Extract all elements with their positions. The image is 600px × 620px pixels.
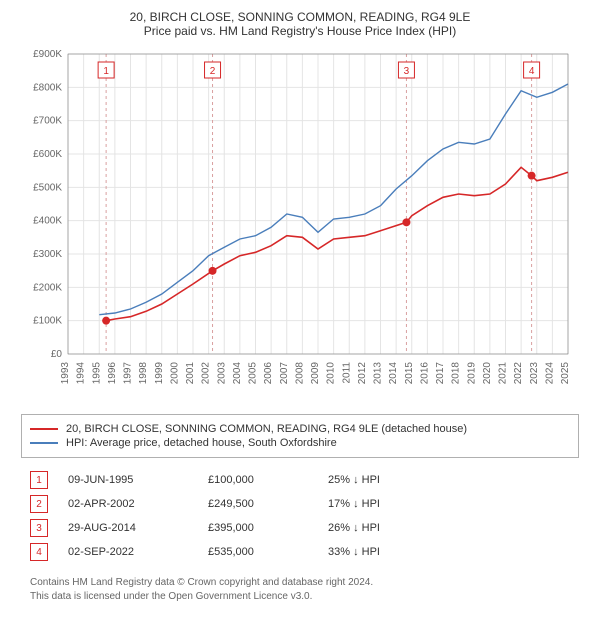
price-chart: 1993 1994 1995 1996 1997 1998 1999 2000 2001 2002… — [20, 44, 580, 404]
legend-row-hpi: HPI: Average price, detached house, Sout… — [30, 437, 570, 449]
svg-text:2012: 2012 — [357, 362, 368, 385]
sale-marker-icon: 3 — [30, 519, 48, 537]
svg-text:2022: 2022 — [513, 362, 524, 385]
sale-diff: 33% ↓ HPI — [328, 546, 448, 558]
svg-text:2004: 2004 — [232, 362, 243, 385]
svg-text:£0: £0 — [51, 349, 63, 360]
sale-diff: 25% ↓ HPI — [328, 474, 448, 486]
sales-row: 1 09-JUN-1995 £100,000 25% ↓ HPI — [30, 468, 570, 492]
sale-price: £535,000 — [208, 546, 328, 558]
sale-diff: 26% ↓ HPI — [328, 522, 448, 534]
svg-text:£700K: £700K — [33, 116, 62, 127]
svg-text:1996: 1996 — [107, 362, 118, 385]
legend-label-hpi: HPI: Average price, detached house, Sout… — [66, 437, 337, 449]
sale-date: 09-JUN-1995 — [68, 474, 208, 486]
sale-marker-icon: 1 — [30, 471, 48, 489]
attribution-line2: This data is licensed under the Open Gov… — [30, 590, 570, 604]
sale-price: £100,000 — [208, 474, 328, 486]
svg-text:4: 4 — [529, 66, 535, 77]
chart-title-line2: Price paid vs. HM Land Registry's House … — [10, 24, 590, 38]
svg-text:1: 1 — [103, 66, 109, 77]
sales-row: 3 29-AUG-2014 £395,000 26% ↓ HPI — [30, 516, 570, 540]
legend-swatch-property — [30, 428, 58, 430]
sale-price: £249,500 — [208, 498, 328, 510]
sale-diff: 17% ↓ HPI — [328, 498, 448, 510]
svg-text:1998: 1998 — [138, 362, 149, 385]
svg-text:£500K: £500K — [33, 182, 62, 193]
svg-text:1997: 1997 — [123, 362, 134, 385]
sales-table: 1 09-JUN-1995 £100,000 25% ↓ HPI 2 02-AP… — [30, 468, 570, 564]
svg-text:2015: 2015 — [404, 362, 415, 385]
svg-text:2009: 2009 — [310, 362, 321, 385]
legend-swatch-hpi — [30, 442, 58, 444]
svg-text:£800K: £800K — [33, 82, 62, 93]
svg-text:2008: 2008 — [294, 362, 305, 385]
svg-text:1994: 1994 — [76, 362, 87, 385]
svg-text:2003: 2003 — [216, 362, 227, 385]
svg-text:2023: 2023 — [529, 362, 540, 385]
svg-text:1999: 1999 — [154, 362, 165, 385]
svg-text:2014: 2014 — [388, 362, 399, 385]
svg-text:2016: 2016 — [419, 362, 430, 385]
chart-title-block: 20, BIRCH CLOSE, SONNING COMMON, READING… — [10, 10, 590, 38]
svg-text:2010: 2010 — [326, 362, 337, 385]
svg-text:£300K: £300K — [33, 249, 62, 260]
svg-text:2006: 2006 — [263, 362, 274, 385]
svg-text:2020: 2020 — [482, 362, 493, 385]
svg-text:2002: 2002 — [201, 362, 212, 385]
svg-text:£400K: £400K — [33, 216, 62, 227]
attribution-line1: Contains HM Land Registry data © Crown c… — [30, 576, 570, 590]
svg-text:2017: 2017 — [435, 362, 446, 385]
svg-text:2011: 2011 — [341, 362, 352, 384]
svg-text:2013: 2013 — [373, 362, 384, 385]
svg-text:2005: 2005 — [248, 362, 259, 385]
sale-marker-icon: 2 — [30, 495, 48, 513]
attribution-block: Contains HM Land Registry data © Crown c… — [30, 576, 570, 604]
svg-text:1993: 1993 — [60, 362, 71, 385]
svg-text:2021: 2021 — [498, 362, 509, 385]
sale-date: 29-AUG-2014 — [68, 522, 208, 534]
legend-row-property: 20, BIRCH CLOSE, SONNING COMMON, READING… — [30, 423, 570, 435]
svg-text:2018: 2018 — [451, 362, 462, 385]
sale-date: 02-APR-2002 — [68, 498, 208, 510]
svg-text:2000: 2000 — [169, 362, 180, 385]
legend-label-property: 20, BIRCH CLOSE, SONNING COMMON, READING… — [66, 423, 467, 435]
chart-svg: 1993 1994 1995 1996 1997 1998 1999 2000 2001 2002… — [20, 44, 580, 404]
svg-text:2019: 2019 — [466, 362, 477, 385]
svg-text:3: 3 — [404, 66, 410, 77]
svg-text:2007: 2007 — [279, 362, 290, 385]
chart-title-line1: 20, BIRCH CLOSE, SONNING COMMON, READING… — [10, 10, 590, 24]
svg-text:2025: 2025 — [560, 362, 571, 385]
svg-text:1995: 1995 — [91, 362, 102, 385]
svg-text:£600K: £600K — [33, 149, 62, 160]
sale-marker-icon: 4 — [30, 543, 48, 561]
svg-text:2: 2 — [210, 66, 216, 77]
sales-row: 4 02-SEP-2022 £535,000 33% ↓ HPI — [30, 540, 570, 564]
svg-text:2024: 2024 — [544, 362, 555, 385]
sale-price: £395,000 — [208, 522, 328, 534]
sales-row: 2 02-APR-2002 £249,500 17% ↓ HPI — [30, 492, 570, 516]
svg-text:£200K: £200K — [33, 282, 62, 293]
chart-legend: 20, BIRCH CLOSE, SONNING COMMON, READING… — [21, 414, 579, 458]
sale-date: 02-SEP-2022 — [68, 546, 208, 558]
svg-text:£900K: £900K — [33, 49, 62, 60]
svg-text:£100K: £100K — [33, 316, 62, 327]
svg-text:2001: 2001 — [185, 362, 196, 385]
